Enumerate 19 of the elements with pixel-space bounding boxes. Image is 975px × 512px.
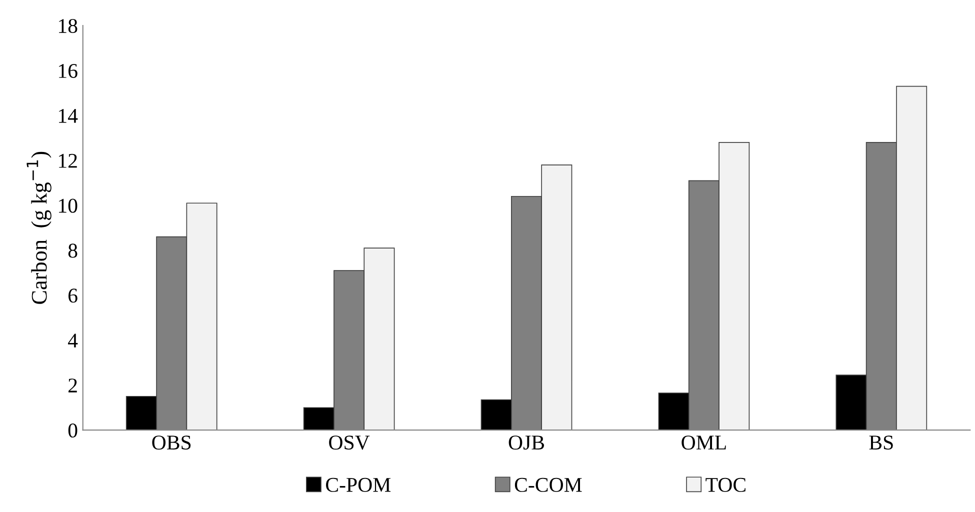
- x-tick-label: OJB: [508, 436, 544, 450]
- y-axis-title: Carbon (g kg$^{−1}$): [26, 152, 52, 304]
- x-tick-label: BS: [869, 436, 893, 450]
- x-tick-label: OML: [682, 436, 726, 450]
- y-tick-label: 18: [59, 18, 78, 34]
- x-tick-label: OSV: [329, 436, 370, 450]
- y-tick-label: 10: [59, 198, 78, 213]
- legend-label: TOC: [706, 478, 746, 492]
- y-tick-label: 12: [59, 154, 77, 168]
- y-tick-label: 2: [68, 378, 77, 392]
- y-tick-label: 6: [68, 288, 78, 303]
- y-tick-label: 4: [68, 334, 78, 348]
- x-tick-label: OBS: [152, 436, 191, 450]
- y-tick-label: 8: [68, 244, 78, 258]
- y-tick-label: 0: [68, 423, 78, 438]
- y-tick-label: 16: [59, 64, 78, 78]
- y-tick-label: 14: [59, 108, 78, 123]
- legend-label: C-POM: [326, 478, 391, 492]
- legend-label: C-COM: [514, 478, 582, 492]
